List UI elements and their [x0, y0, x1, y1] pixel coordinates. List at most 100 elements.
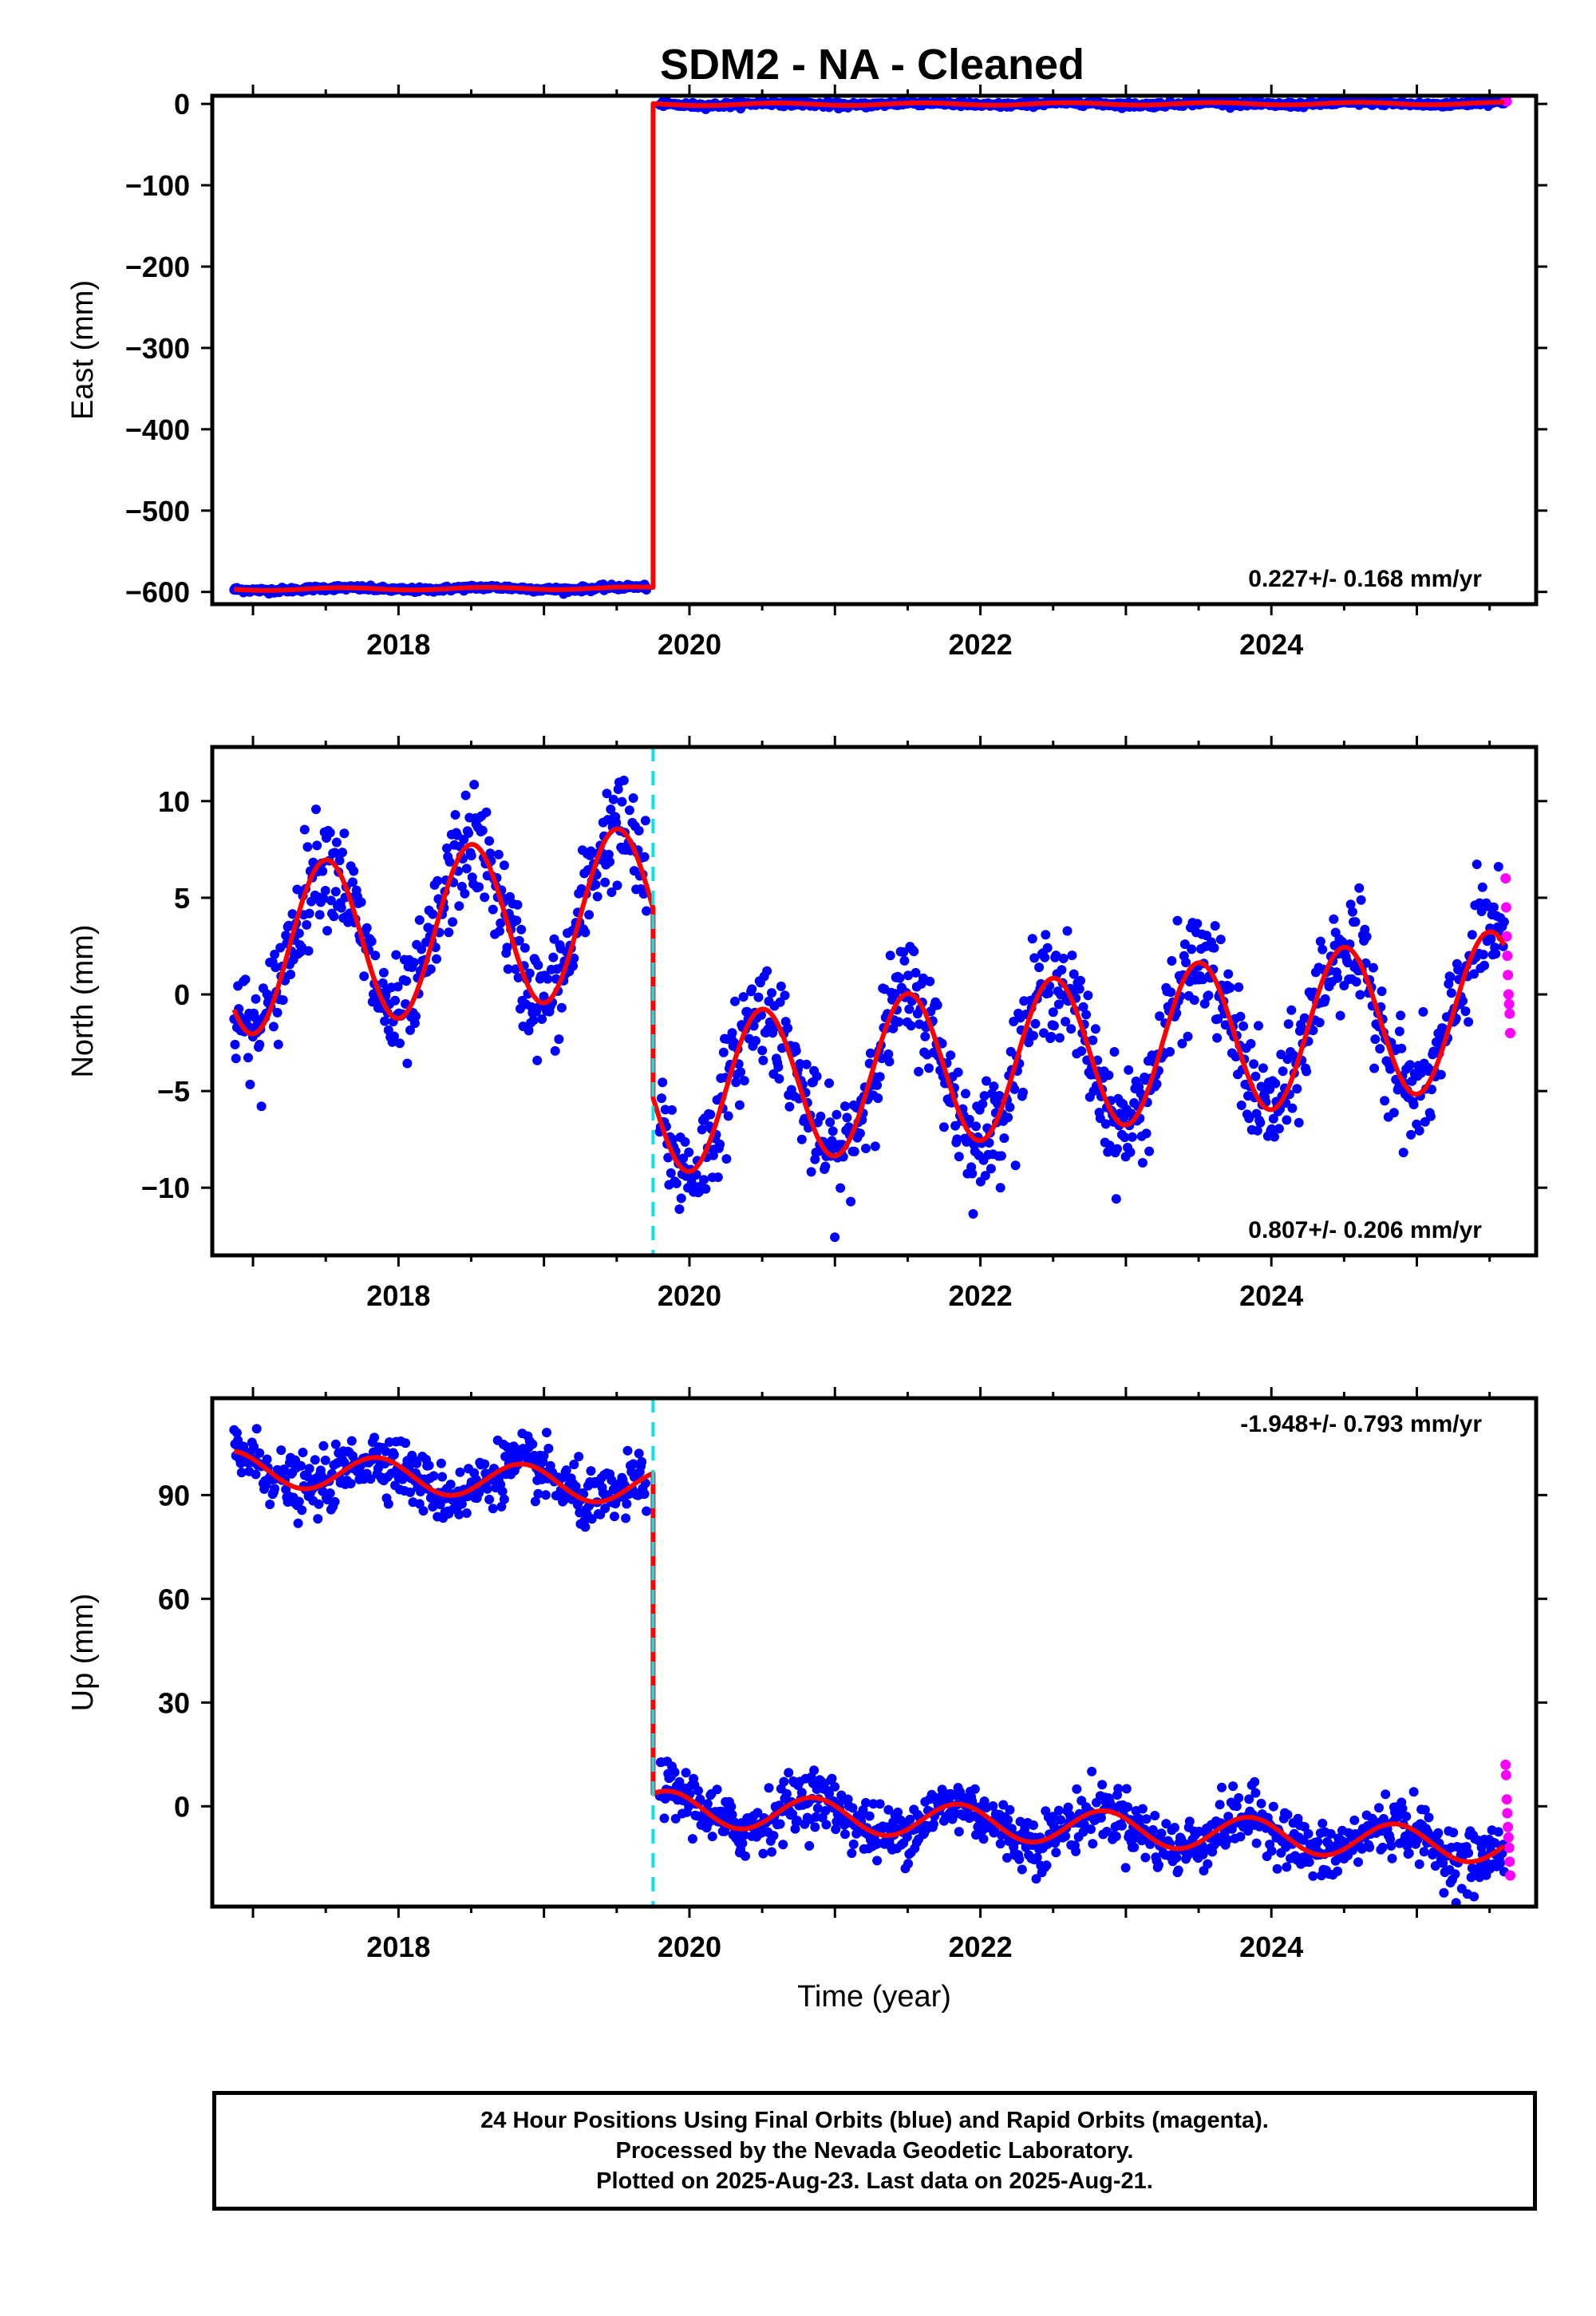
data-point-final: [660, 1793, 670, 1804]
data-point-final: [1217, 1782, 1227, 1792]
data-point-final: [444, 927, 454, 938]
data-point-final: [775, 1819, 785, 1829]
data-point-final: [1043, 988, 1053, 998]
data-point-final: [1104, 1070, 1114, 1081]
data-point-final: [780, 990, 790, 1001]
data-point-final: [1270, 1078, 1281, 1089]
data-point-final: [1166, 987, 1176, 998]
data-point-final: [865, 1048, 875, 1058]
data-point-final: [496, 918, 506, 928]
data-point-final: [809, 1765, 820, 1776]
data-point-final: [1238, 1021, 1249, 1031]
data-point-final: [542, 1428, 551, 1437]
data-point-final: [861, 1144, 871, 1153]
data-point-final: [356, 897, 366, 907]
data-point-final: [1087, 1766, 1097, 1777]
data-point-final: [1129, 1842, 1140, 1852]
data-point-final: [736, 1067, 746, 1077]
data-point-final: [1100, 1119, 1111, 1129]
data-point-final: [429, 1471, 439, 1481]
data-point-final: [1034, 962, 1045, 973]
data-point-final: [461, 864, 472, 874]
data-point-final: [906, 1021, 916, 1031]
data-point-final: [1111, 1194, 1121, 1204]
data-point-final: [448, 917, 458, 927]
data-point-final: [346, 1479, 356, 1488]
data-point-rapid: [1503, 1832, 1514, 1843]
data-point-final: [810, 1154, 820, 1164]
data-point-final: [634, 825, 644, 836]
data-point-final: [639, 852, 650, 862]
data-point-final: [296, 1460, 306, 1471]
data-point-final: [1425, 1111, 1436, 1121]
data-point-final: [1479, 960, 1490, 970]
data-point-final: [680, 1136, 690, 1147]
data-point-final: [762, 966, 772, 976]
data-point-final: [1104, 1140, 1115, 1151]
data-point-final: [584, 910, 595, 920]
data-point-final: [978, 1834, 989, 1844]
data-point-final: [875, 1799, 885, 1809]
data-point-final: [1304, 1857, 1314, 1867]
data-point-final: [1350, 917, 1361, 927]
data-point-final: [954, 1827, 964, 1837]
y-tick-label: −500: [125, 495, 190, 528]
data-point-rapid: [1501, 1794, 1512, 1805]
data-point-final: [1124, 1065, 1134, 1075]
data-point-final: [1356, 895, 1366, 905]
data-point-final: [512, 899, 523, 910]
x-tick-label: 2022: [949, 628, 1013, 661]
data-point-final: [970, 1784, 980, 1794]
data-point-rapid: [1503, 998, 1515, 1010]
data-point-final: [571, 1481, 581, 1492]
data-point-final: [621, 1513, 631, 1524]
data-point-final: [432, 954, 441, 964]
data-point-final: [767, 988, 776, 998]
data-point-final: [1475, 898, 1485, 908]
data-point-final: [231, 1053, 241, 1064]
data-point-final: [1333, 973, 1343, 983]
data-point-final: [1041, 930, 1051, 940]
data-point-final: [830, 1781, 840, 1792]
data-point-final: [1355, 990, 1365, 1000]
data-point-final: [914, 1066, 924, 1077]
data-point-final: [1387, 1853, 1397, 1863]
data-point-final: [796, 1788, 807, 1798]
data-point-final: [1389, 1108, 1399, 1118]
data-point-final: [820, 1806, 831, 1816]
data-point-final: [928, 1819, 938, 1829]
data-point-final: [401, 976, 412, 986]
data-point-final: [548, 952, 559, 962]
data-point-final: [249, 1441, 259, 1452]
data-point-final: [1430, 1861, 1440, 1871]
data-point-final: [663, 1152, 674, 1163]
data-point-final: [739, 1076, 749, 1086]
data-group-up: [229, 1424, 1515, 1907]
data-point-final: [444, 856, 455, 867]
data-point-final: [273, 1039, 283, 1049]
data-point-final: [848, 1839, 859, 1849]
data-point-final: [477, 825, 488, 836]
data-point-final: [730, 996, 740, 1006]
y-tick-label: 10: [158, 785, 190, 818]
data-point-final: [499, 1494, 509, 1504]
data-point-final: [549, 934, 559, 944]
data-point-final: [1282, 1809, 1293, 1820]
rate-annotation: 0.227+/- 0.168 mm/yr: [1248, 566, 1482, 592]
y-tick-label: −5: [157, 1075, 190, 1108]
data-point-final: [702, 1799, 713, 1809]
x-tick-label: 2022: [949, 1931, 1013, 1963]
data-point-final: [414, 915, 425, 925]
data-point-final: [1152, 1079, 1162, 1089]
data-point-final: [909, 947, 919, 957]
data-point-final: [1083, 990, 1093, 1001]
data-point-final: [425, 964, 436, 974]
data-point-final: [1172, 915, 1183, 926]
y-tick-label: 60: [158, 1583, 190, 1615]
data-group-north: [229, 775, 1515, 1243]
data-point-final: [292, 884, 302, 895]
data-point-final: [757, 1045, 768, 1056]
data-point-final: [243, 1053, 253, 1063]
data-point-final: [1010, 1160, 1021, 1171]
data-point-final: [311, 804, 321, 815]
